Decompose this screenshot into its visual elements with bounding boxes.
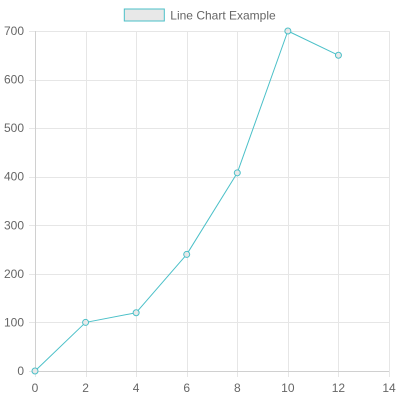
y-tick-label: 200: [4, 267, 24, 281]
y-tick-label: 300: [4, 218, 24, 232]
y-tick-label: 500: [4, 121, 24, 135]
series-line: [34, 30, 339, 372]
data-point[interactable]: [31, 367, 39, 375]
x-tick-label: 0: [32, 381, 39, 395]
series-line-chart-example: [31, 27, 342, 375]
legend-swatch[interactable]: [123, 8, 165, 22]
x-axis-ticks: 0 2 4 6 8 10 12 14: [32, 381, 396, 395]
y-tick-label: 400: [4, 170, 24, 184]
legend-label[interactable]: Line Chart Example: [170, 9, 276, 23]
x-tick-label: 14: [382, 381, 396, 395]
grid: [29, 31, 390, 377]
legend[interactable]: Line Chart Example: [123, 8, 276, 23]
y-tick-label: 100: [4, 315, 24, 329]
axes: [35, 31, 389, 372]
data-point[interactable]: [334, 51, 342, 59]
data-point[interactable]: [132, 309, 140, 317]
x-tick-label: 2: [82, 381, 89, 395]
data-point[interactable]: [82, 318, 90, 326]
data-point[interactable]: [233, 169, 241, 177]
data-point[interactable]: [183, 250, 191, 258]
x-tick-label: 6: [183, 381, 190, 395]
x-tick-label: 10: [281, 381, 295, 395]
x-tick-label: 4: [133, 381, 140, 395]
x-tick-label: 8: [234, 381, 241, 395]
data-point[interactable]: [284, 27, 292, 35]
y-axis-ticks: 0 100 200 300 400 500 600 700: [4, 24, 24, 378]
y-tick-label: 0: [17, 364, 24, 378]
y-tick-label: 700: [4, 24, 24, 38]
y-tick-label: 600: [4, 73, 24, 87]
x-tick-label: 12: [332, 381, 346, 395]
